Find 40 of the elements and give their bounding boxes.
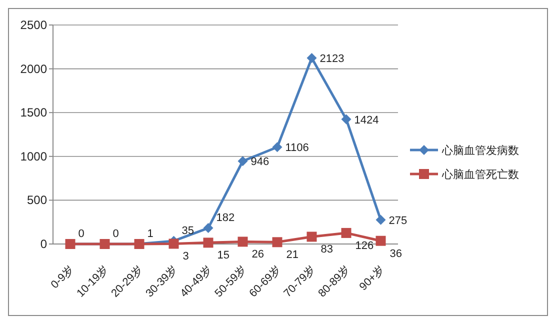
point: [203, 238, 214, 248]
legend-label: 心脑血管发病数: [441, 144, 519, 157]
data-label: 15: [217, 250, 230, 262]
y-tick-label: 2500: [20, 18, 48, 32]
point: [306, 53, 317, 64]
data-label: 35: [182, 224, 194, 237]
x-tick-label: 0-9岁: [48, 264, 76, 292]
point: [238, 156, 248, 166]
point: [306, 232, 317, 242]
point: [238, 236, 248, 247]
point: [203, 223, 214, 234]
point: [376, 214, 386, 225]
point: [272, 142, 282, 152]
y-tick-label: 1000: [20, 149, 48, 164]
data-label: 83: [320, 244, 333, 256]
data-label: 1: [147, 228, 154, 240]
data-label: 0: [112, 228, 119, 240]
point: [272, 237, 282, 248]
data-label: 275: [388, 214, 408, 227]
data-label: 0: [78, 228, 84, 240]
data-label: 36: [390, 248, 402, 260]
legend-label: 心脑血管死亡数: [441, 168, 519, 181]
y-tick-label: 1500: [20, 106, 48, 120]
data-label: 3: [182, 250, 189, 263]
point: [376, 236, 386, 246]
y-tick-label: 2000: [20, 62, 48, 76]
data-label: 946: [250, 156, 270, 168]
x-tick-label: 90+岁: [357, 264, 387, 294]
data-label: 1424: [354, 114, 379, 126]
data-label: 126: [355, 240, 374, 252]
point: [341, 114, 352, 124]
y-tick-label: 0: [40, 237, 48, 251]
data-label: 182: [216, 212, 235, 224]
point: [168, 238, 179, 249]
data-label: 2123: [320, 53, 344, 66]
data-label: 21: [286, 249, 298, 262]
point: [341, 228, 352, 238]
data-label: 26: [252, 248, 264, 261]
y-tick-label: 500: [26, 193, 48, 208]
data-label: 1106: [285, 142, 309, 154]
